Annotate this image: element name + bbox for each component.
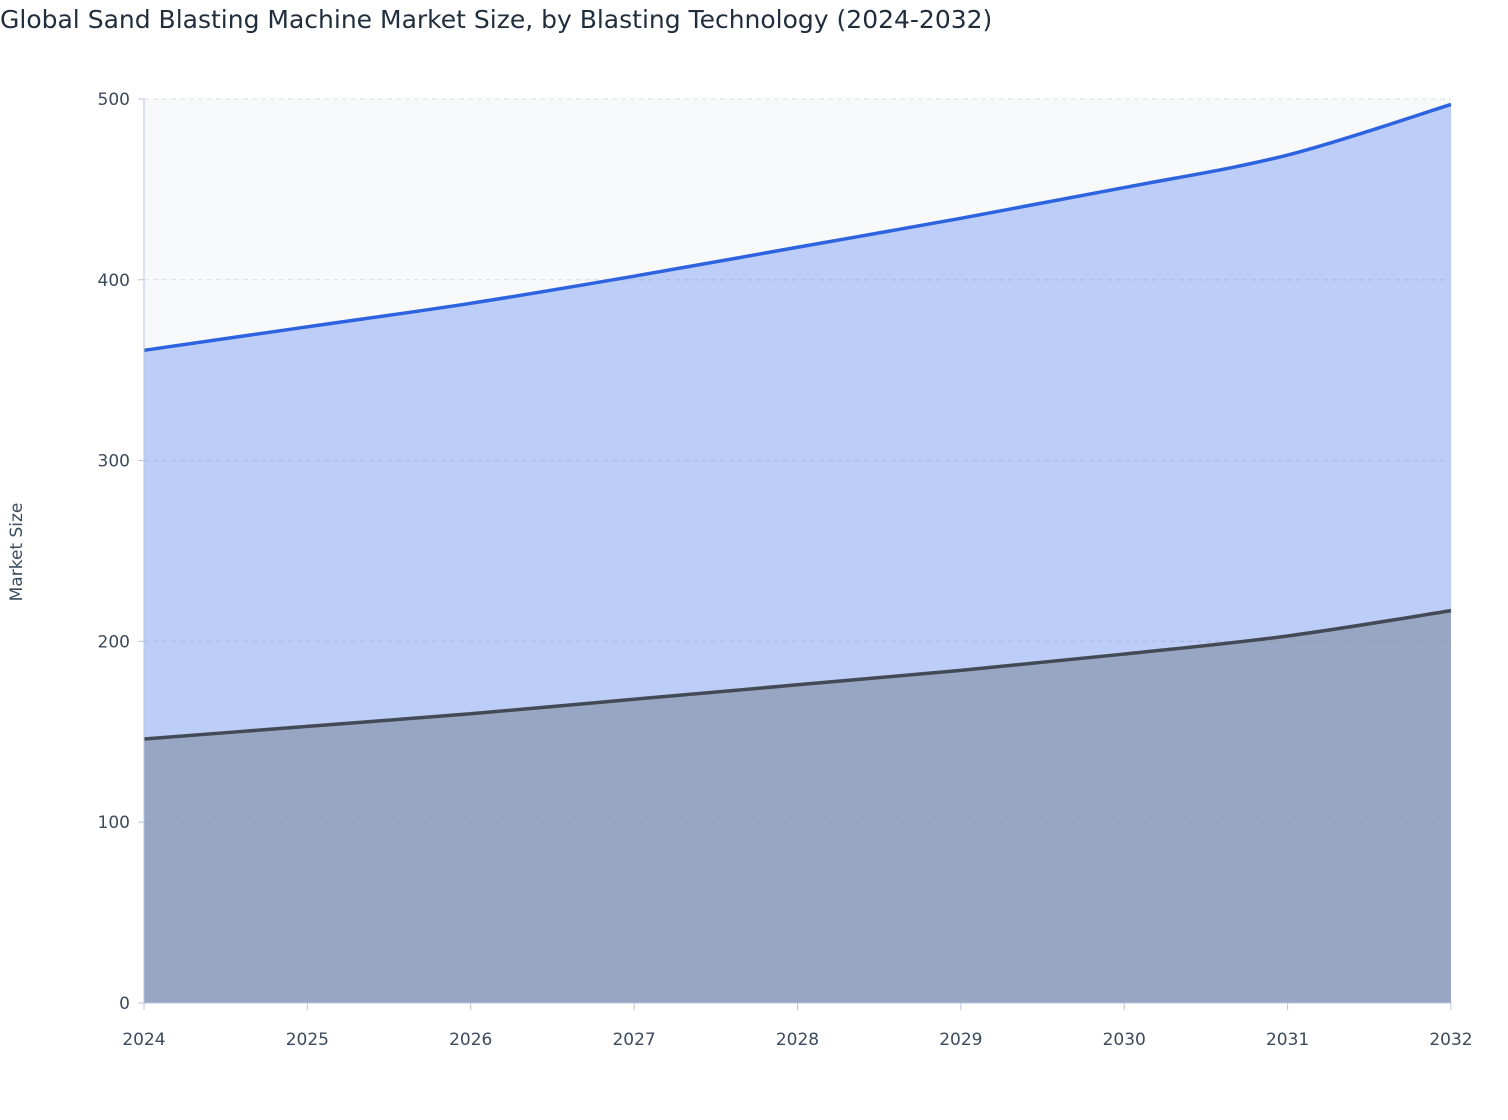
- line: [143, 608, 1452, 741]
- x-tick-label: 2024: [122, 1030, 165, 1050]
- x-tick-label: 2032: [1429, 1030, 1472, 1050]
- x-tick-label: 2027: [612, 1030, 655, 1050]
- y-tick-label: 300: [98, 452, 130, 472]
- y-tick-label: 400: [98, 271, 130, 291]
- x-tick-label: 2025: [286, 1030, 329, 1050]
- y-axis-label: Market Size: [7, 503, 27, 602]
- area: [144, 610, 1451, 1003]
- y-tick-label: 100: [98, 813, 130, 833]
- x-tick-label: 2028: [776, 1030, 819, 1050]
- y-tick-label: 0: [119, 994, 130, 1014]
- y-tick-label: 200: [98, 632, 130, 652]
- y-tick-label: 500: [98, 90, 130, 110]
- line: [143, 102, 1452, 353]
- x-tick-label: 2031: [1266, 1030, 1309, 1050]
- area: [144, 104, 1451, 740]
- chart-title: Global Sand Blasting Machine Market Size…: [0, 5, 992, 34]
- x-tick-label: 2029: [939, 1030, 982, 1050]
- x-tick-label: 2026: [449, 1030, 492, 1050]
- x-tick-label: 2030: [1103, 1030, 1146, 1050]
